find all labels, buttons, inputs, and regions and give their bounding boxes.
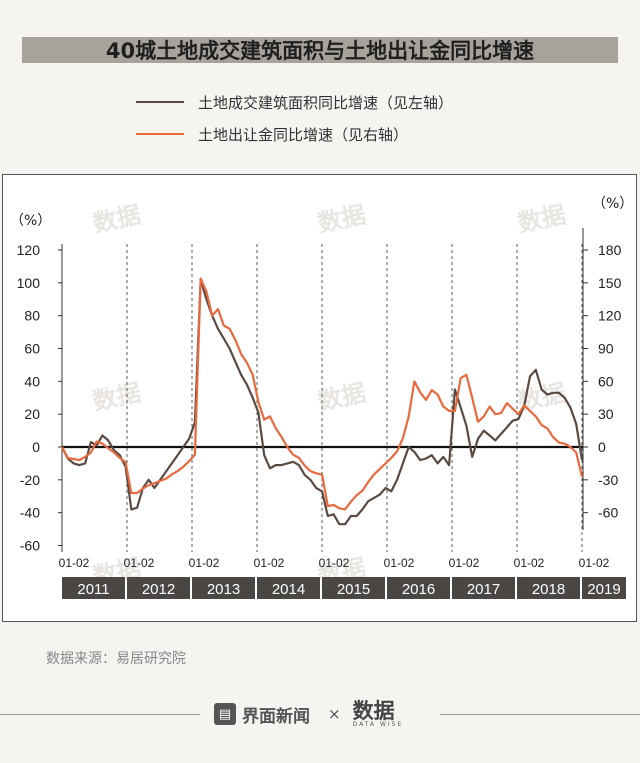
left-tick-label: 60 <box>24 341 40 357</box>
year-label: 2015 <box>337 581 370 598</box>
left-axis-unit: （%） <box>10 213 51 229</box>
year-label: 2013 <box>207 581 240 598</box>
year-band-2016 <box>387 577 450 599</box>
left-tick-label: -20 <box>20 472 40 488</box>
x-tick-label: 01-02 <box>124 556 155 570</box>
right-tick-label: 60 <box>598 373 614 389</box>
year-band-2014 <box>257 577 320 599</box>
x-tick-label: 01-02 <box>449 556 480 570</box>
x-tick-label: 01-02 <box>514 556 545 570</box>
series-line-area <box>61 278 584 526</box>
newspaper-icon: ▤ <box>214 703 236 725</box>
right-tick-label: -30 <box>598 472 618 488</box>
right-axis-unit: （%） <box>592 196 633 212</box>
legend-item-area: 土地成交建筑面积同比增速（见左轴） <box>136 92 453 112</box>
legend-label-revenue: 土地出让金同比增速（见右轴） <box>198 125 409 144</box>
legend-label-area: 土地成交建筑面积同比增速（见左轴） <box>198 93 454 112</box>
chart-frame <box>2 174 637 622</box>
x-tick-label: 01-02 <box>319 556 350 570</box>
x-tick-label: 01-02 <box>254 556 285 570</box>
right-tick-label: 30 <box>598 406 614 422</box>
footer-rule-left <box>0 714 200 715</box>
watermark-1: 数据 <box>315 200 368 238</box>
watermark-4: 数据 <box>315 378 368 416</box>
year-band-2012 <box>127 577 190 599</box>
chart-title: 40城土地成交建筑面积与土地出让金同比增速 <box>105 39 535 63</box>
left-tick-label: -60 <box>20 538 40 554</box>
source-note: 数据来源：易居研究院 <box>46 651 186 667</box>
year-band-2018 <box>517 577 580 599</box>
x-tick-label: 01-02 <box>59 556 90 570</box>
left-tick-label: 0 <box>32 439 40 455</box>
year-label: 2011 <box>77 581 109 598</box>
right-tick-label: -60 <box>598 505 618 521</box>
left-tick-label: 120 <box>17 242 41 258</box>
footer-brand: ▤ 界面新闻 × 数据 DATA WISE <box>214 700 403 728</box>
title-bar <box>22 37 618 63</box>
year-label: 2012 <box>142 581 175 598</box>
year-band-2013 <box>192 577 255 599</box>
x-tick-label: 01-02 <box>189 556 220 570</box>
footer-rule-right <box>440 714 640 715</box>
year-label: 2019 <box>587 581 620 598</box>
watermark-2: 数据 <box>515 200 568 238</box>
legend-swatch-revenue <box>136 133 184 135</box>
right-tick-label: 0 <box>598 439 606 455</box>
x-tick-label: 01-02 <box>579 556 610 570</box>
left-tick-label: 80 <box>24 308 40 324</box>
watermark-3: 数据 <box>90 378 143 416</box>
year-band-2017 <box>452 577 515 599</box>
right-tick-label: 150 <box>598 275 622 291</box>
year-label: 2016 <box>402 581 435 598</box>
left-tick-label: 100 <box>17 275 41 291</box>
year-label: 2018 <box>532 581 565 598</box>
data-logo-sub: DATA WISE <box>352 721 404 728</box>
left-tick-label: -40 <box>20 505 40 521</box>
year-band-2011 <box>62 577 125 599</box>
data-logo: 数据 DATA WISE <box>353 700 404 728</box>
left-tick-label: 20 <box>24 406 40 422</box>
x-tick-label: 01-02 <box>384 556 415 570</box>
right-tick-label: 180 <box>598 242 622 258</box>
left-tick-label: 40 <box>24 373 40 389</box>
brand-separator: × <box>328 705 341 723</box>
year-band-2015 <box>322 577 385 599</box>
data-logo-text: 数据 <box>352 698 395 723</box>
year-label: 2014 <box>272 581 305 598</box>
year-label: 2017 <box>467 581 500 598</box>
right-tick-label: 120 <box>598 308 622 324</box>
legend-item-revenue: 土地出让金同比增速（见右轴） <box>136 124 408 144</box>
series-line-revenue <box>61 277 584 511</box>
legend-swatch-area <box>136 101 184 103</box>
right-tick-label: 90 <box>598 341 614 357</box>
brand-name: 界面新闻 <box>242 706 310 727</box>
watermark-0: 数据 <box>90 200 143 238</box>
year-band-2019 <box>582 577 626 599</box>
